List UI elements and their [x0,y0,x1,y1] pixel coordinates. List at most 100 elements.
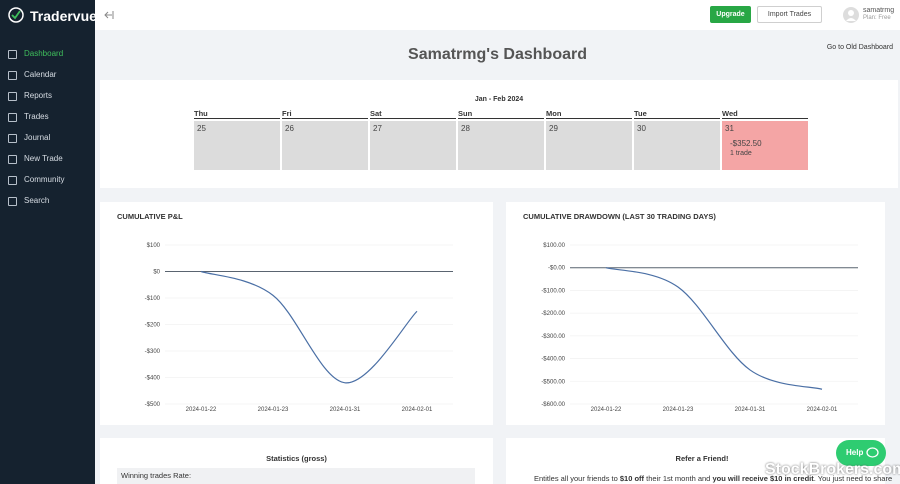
day-cell[interactable]: 29 [546,121,632,170]
refer-text-part: Entitles all your friends to [534,474,620,483]
chart: $100 $0 -$100 -$200 -$300 -$400 -$500 2024-01-2… [145,243,453,413]
y-tick-label: -$400.00 [541,357,565,363]
page-title: Samatrmg's Dashboard [408,46,587,63]
weekday-label: Sat [370,109,456,119]
y-tick-label: -$400 [145,376,161,382]
user-name[interactable]: samatrmg [863,7,895,14]
chart-title: CUMULATIVE P&L [117,212,183,221]
sidebar: Tradervue Dashboard Calendar Reports Trades… [0,0,97,484]
statistics-title: Statistics (gross) [266,454,327,463]
help-button[interactable]: Help [836,440,886,466]
y-tick-label: -$100 [145,296,161,302]
y-tick-label: $100 [147,243,161,249]
x-tick-label: 2024-01-31 [330,407,361,413]
weekday-label: Wed [722,109,808,119]
y-tick-label: -$500.00 [541,379,565,385]
menu-icon [8,197,17,206]
refer-title: Refer a Friend! [675,454,729,463]
x-tick-label: 2024-01-22 [186,407,217,413]
refer-text-part: . You just need to share [813,474,893,483]
day-cell[interactable]: 28 [458,121,544,170]
menu-item[interactable]: New Trade [24,154,63,163]
x-tick-label: 2024-02-01 [807,407,838,413]
upgrade-button[interactable]: Upgrade [710,6,751,23]
day-trades: 1 trade [730,150,752,157]
old-dashboard-link[interactable]: Go to Old Dashboard [826,44,893,51]
menu-item[interactable]: Search [24,196,50,205]
collapse-icon[interactable] [104,10,114,20]
x-tick-label: 2024-01-22 [591,407,622,413]
menu-icon [8,176,17,185]
y-tick-label: $0 [153,270,160,276]
day-cell[interactable]: 27 [370,121,456,170]
menu-icon [8,71,17,80]
weekday-label: Thu [194,109,280,119]
refer-text: Entitles all your friends to $10 off the… [534,474,894,483]
y-tick-label: -$100.00 [541,288,565,294]
day-pnl: -$352.50 [730,139,762,148]
menu-icon [8,50,17,59]
statistics-row: Winning trades Rate: [117,468,475,484]
x-tick-label: 2024-01-23 [663,407,694,413]
menu-item[interactable]: Reports [24,91,53,100]
x-tick-label: 2024-02-01 [402,407,433,413]
menu-icon [8,155,17,164]
avatar[interactable] [843,7,859,23]
y-tick-label: -$500 [145,402,161,408]
line [200,270,418,384]
refer-text-part: their 1st month and [644,474,713,483]
help-label[interactable]: Help [846,448,864,457]
menu-item[interactable]: Calendar [24,70,57,79]
line [605,267,823,390]
y-tick-label: -$0.00 [548,266,566,272]
user-plan: Plan: Free [863,15,891,21]
y-tick-label: -$200 [145,323,161,329]
refer-text-bold: $10 off [619,474,645,483]
day-cell[interactable]: 25 [194,121,280,170]
logo-icon [8,7,24,23]
y-tick-label: -$600.00 [541,402,565,408]
topbar: Upgrade Import Trades samatrmg Plan: Fre… [95,0,900,30]
chart-card: CUMULATIVE P&L $100 $0 -$100 -$200 -$300 -$40… [100,202,493,425]
x-tick-label: 2024-01-31 [735,407,766,413]
statistics-card: Statistics (gross) Winning trades Rate: [100,438,493,484]
day-number: 30 [637,124,646,133]
chart-title: CUMULATIVE DRAWDOWN (LAST 30 TRADING DAY… [523,212,716,221]
day-number: 31 [725,124,734,133]
refer-card: Refer a Friend! Entitles all your friend… [506,438,892,484]
menu-icon [8,92,17,101]
weekday-label: Mon [546,109,632,119]
menu-item[interactable]: Community [24,175,65,184]
import-button[interactable]: Import Trades [757,6,822,23]
watermark: StockBrokers.com [765,461,900,478]
calendar-card: Jan - Feb 2024 Thu 25 Fri 26 Sat 27 Sun 28 Mon 29… [100,80,898,188]
day-number: 28 [461,124,470,133]
brand[interactable]: Tradervue [30,8,97,24]
y-tick-label: $100.00 [543,243,565,249]
day-number: 27 [373,124,382,133]
calendar-range: Jan - Feb 2024 [474,96,524,103]
chart-card: CUMULATIVE DRAWDOWN (LAST 30 TRADING DAY… [506,202,885,425]
refer-text-bold: you will receive $10 in credit [712,474,814,483]
x-tick-label: 2024-01-23 [258,407,289,413]
menu-item[interactable]: Journal [24,133,51,142]
menu-icon [8,134,17,143]
chart: $100.00 -$0.00 -$100.00 -$200.00 -$300.00 -$4… [541,243,858,413]
day-cell[interactable]: 30 [634,121,720,170]
day-number: 29 [549,124,558,133]
menu-item[interactable]: Dashboard [24,49,64,58]
day-cell[interactable]: 26 [282,121,368,170]
y-tick-label: -$300 [145,349,161,355]
menu-icon [8,113,17,122]
day-number: 25 [197,124,206,133]
y-tick-label: -$300.00 [541,334,565,340]
day-number: 26 [285,124,294,133]
weekday-label: Tue [634,109,720,119]
menu-item[interactable]: Trades [24,112,49,121]
weekday-label: Fri [282,109,368,119]
help-icon[interactable] [866,447,879,459]
weekday-label: Sun [458,109,544,119]
day-cell[interactable]: 31 -$352.50 1 trade [722,121,808,170]
y-tick-label: -$200.00 [541,311,565,317]
